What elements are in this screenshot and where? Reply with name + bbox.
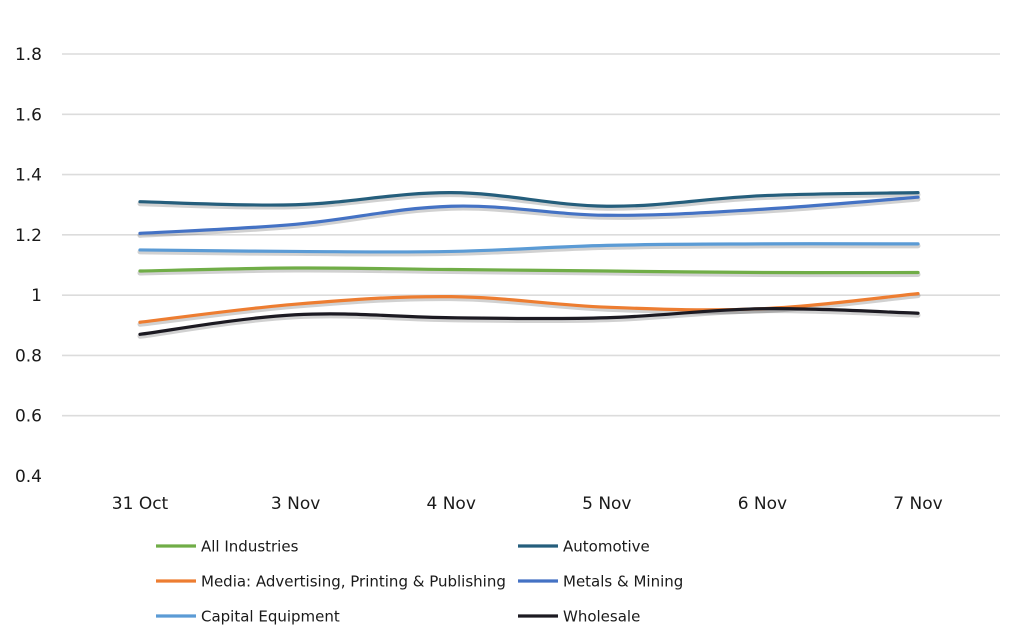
series-line-shadow bbox=[137, 192, 921, 211]
data-point bbox=[450, 191, 452, 193]
data-point bbox=[450, 250, 452, 252]
data-point bbox=[294, 204, 296, 206]
series-metals-mining bbox=[137, 195, 921, 238]
data-point bbox=[917, 191, 919, 193]
legend-item: Automotive bbox=[518, 538, 650, 556]
legend: All Industries Automotive Media: Advertisi… bbox=[156, 538, 683, 626]
legend-item: Metals & Mining bbox=[518, 573, 683, 591]
data-point bbox=[761, 243, 763, 245]
legend-item: Media: Advertising, Printing & Publishin… bbox=[156, 573, 506, 591]
y-tick-label: 0.8 bbox=[15, 346, 42, 366]
series-line bbox=[138, 195, 920, 235]
data-point bbox=[761, 271, 763, 273]
data-point bbox=[917, 243, 919, 245]
y-axis-ticks: 0.4 0.6 0.8 1 1.2 1.4 1.6 1.8 bbox=[15, 45, 42, 487]
legend-label: All Industries bbox=[201, 538, 299, 556]
legend-label: Automotive bbox=[563, 538, 650, 556]
y-tick-label: 0.6 bbox=[15, 407, 42, 427]
data-point bbox=[294, 250, 296, 252]
data-point bbox=[450, 317, 452, 319]
data-point bbox=[917, 271, 919, 273]
series-all-industries bbox=[137, 266, 921, 278]
data-point bbox=[917, 312, 919, 314]
data-point bbox=[606, 205, 608, 207]
legend-item: All Industries bbox=[156, 538, 299, 556]
data-point bbox=[139, 232, 141, 234]
series-line bbox=[138, 191, 920, 208]
series-line bbox=[138, 266, 920, 275]
x-tick-label: 6 Nov bbox=[738, 494, 787, 514]
series-line-shadow bbox=[137, 308, 921, 339]
series-line-shadow bbox=[137, 196, 921, 238]
data-point bbox=[450, 205, 452, 207]
y-tick-label: 1.4 bbox=[15, 166, 42, 186]
data-point bbox=[761, 308, 763, 310]
data-point bbox=[917, 196, 919, 198]
data-point bbox=[139, 333, 141, 335]
data-point bbox=[450, 268, 452, 270]
data-point bbox=[606, 306, 608, 308]
data-point bbox=[294, 314, 296, 316]
data-point bbox=[139, 201, 141, 203]
data-point bbox=[139, 270, 141, 272]
data-point bbox=[294, 223, 296, 225]
legend-item: Capital Equipment bbox=[156, 608, 340, 626]
series-line-shadow bbox=[137, 267, 921, 278]
y-tick-label: 1.8 bbox=[15, 45, 42, 65]
y-tick-label: 1.2 bbox=[15, 226, 42, 246]
x-tick-label: 5 Nov bbox=[582, 494, 631, 514]
legend-label: Capital Equipment bbox=[201, 608, 340, 626]
data-point bbox=[294, 303, 296, 305]
data-point bbox=[761, 208, 763, 210]
x-tick-label: 7 Nov bbox=[893, 494, 942, 514]
legend-item: Wholesale bbox=[518, 608, 640, 626]
data-point bbox=[139, 321, 141, 323]
data-point bbox=[917, 292, 919, 294]
legend-label: Wholesale bbox=[563, 608, 640, 626]
data-point bbox=[450, 295, 452, 297]
data-point bbox=[761, 194, 763, 196]
x-axis-ticks: 31 Oct 3 Nov 4 Nov 5 Nov 6 Nov 7 Nov bbox=[112, 494, 943, 514]
data-point bbox=[606, 244, 608, 246]
grid-layer bbox=[62, 53, 1000, 417]
series-line bbox=[138, 307, 920, 336]
series-layer bbox=[137, 191, 921, 339]
data-point bbox=[606, 270, 608, 272]
y-tick-label: 1 bbox=[31, 286, 42, 306]
x-tick-label: 3 Nov bbox=[271, 494, 320, 514]
data-point bbox=[294, 267, 296, 269]
x-tick-label: 4 Nov bbox=[426, 494, 475, 514]
series-line bbox=[138, 242, 920, 254]
series-wholesale bbox=[137, 307, 921, 339]
series-capital-equipment bbox=[137, 242, 921, 257]
y-tick-label: 1.6 bbox=[15, 105, 42, 125]
y-tick-label: 0.4 bbox=[15, 467, 42, 487]
series-automotive bbox=[137, 191, 921, 211]
legend-label: Metals & Mining bbox=[563, 573, 683, 591]
x-tick-label: 31 Oct bbox=[112, 494, 169, 514]
data-point bbox=[139, 249, 141, 251]
legend-label: Media: Advertising, Printing & Publishin… bbox=[201, 573, 506, 591]
data-point bbox=[606, 214, 608, 216]
series-line-shadow bbox=[137, 243, 921, 257]
data-point bbox=[606, 317, 608, 319]
